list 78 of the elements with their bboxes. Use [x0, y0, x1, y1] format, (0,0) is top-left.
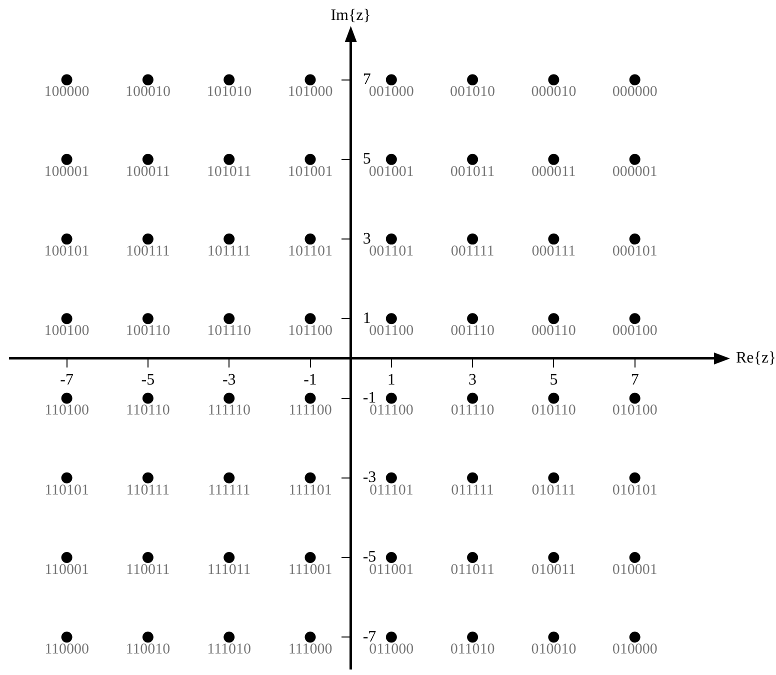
annotation: 001001 — [368, 164, 414, 180]
annotation: 000111 — [532, 243, 576, 260]
y-axis-title: Im{z} — [330, 7, 371, 24]
x-tick-label: -3 — [222, 371, 236, 388]
annotation: 110110 — [126, 402, 170, 419]
annotation: 010001 — [612, 562, 658, 578]
annotation: 110100 — [44, 402, 90, 419]
annotation: 111010 — [207, 642, 252, 658]
y-tick-label: 1 — [362, 310, 371, 327]
annotation: 101000 — [288, 84, 333, 100]
annotation: 001111 — [450, 243, 494, 260]
annotation: 011000 — [369, 642, 414, 658]
annotation: 110010 — [126, 642, 170, 658]
annotation: 101010 — [206, 84, 252, 100]
x-axis-title: Re{z} — [736, 350, 776, 367]
annotation: 000011 — [531, 164, 576, 180]
annotation: 010010 — [531, 642, 576, 658]
annotation: 101101 — [288, 243, 332, 260]
annotation: 011101 — [369, 482, 414, 498]
annotation: 011111 — [451, 482, 494, 498]
annotation: 100101 — [44, 243, 90, 260]
annotation: 000010 — [531, 84, 576, 100]
annotation: 111100 — [288, 402, 332, 419]
annotation: 100110 — [126, 323, 170, 340]
annotation: 000001 — [612, 164, 658, 180]
annotation: 011011 — [450, 562, 494, 578]
annotation: 010110 — [531, 402, 576, 419]
x-tick-label: 1 — [387, 371, 396, 388]
annotation: 010101 — [612, 482, 658, 498]
annotation: 110011 — [126, 562, 170, 578]
annotation: 010111 — [532, 482, 576, 498]
annotation: 101100 — [288, 323, 332, 340]
annotation: 110001 — [44, 562, 90, 578]
x-tick-label: -7 — [60, 371, 74, 388]
annotation: 001101 — [369, 243, 414, 260]
annotation: 001000 — [368, 84, 414, 100]
annotation: 111111 — [208, 482, 250, 498]
annotation: 011100 — [369, 402, 414, 419]
annotation: 000000 — [612, 84, 658, 100]
x-tick-label: 3 — [468, 371, 477, 388]
annotation: 111011 — [207, 562, 251, 578]
y-tick-label: 3 — [362, 230, 371, 248]
annotation: 000110 — [531, 323, 576, 340]
annotation: 000100 — [612, 323, 658, 340]
annotation: 011001 — [369, 562, 414, 578]
annotation: 101001 — [288, 164, 333, 180]
annotation: 001100 — [369, 323, 414, 340]
annotation: 011110 — [450, 402, 494, 419]
annotation: 110000 — [44, 642, 90, 658]
annotation: 110111 — [126, 482, 170, 498]
annotation: 010000 — [612, 642, 658, 658]
x-tick-label: 5 — [550, 371, 558, 388]
annotation: 111110 — [208, 402, 250, 419]
x-tick-label: -5 — [141, 371, 155, 388]
annotation: 101111 — [207, 243, 251, 260]
annotation: 111001 — [288, 562, 332, 578]
annotation: 111000 — [288, 642, 332, 658]
annotation: 001110 — [450, 323, 494, 340]
annotation: 011010 — [450, 642, 495, 658]
annotation: 111101 — [288, 482, 332, 498]
annotation: 100000 — [44, 84, 90, 100]
x-tick-label: -1 — [304, 371, 317, 388]
annotation: 010100 — [612, 402, 658, 419]
annotation: 100111 — [126, 243, 170, 260]
annotation: 001010 — [450, 84, 496, 100]
annotation: 001011 — [450, 164, 495, 180]
annotation: 101011 — [206, 164, 252, 180]
annotation: 010011 — [531, 562, 576, 578]
annotation: 000101 — [612, 243, 658, 260]
annotation: 100100 — [44, 323, 90, 340]
y-tick-label: 5 — [362, 150, 371, 168]
annotation: 100011 — [126, 164, 170, 180]
annotation: 101110 — [207, 323, 252, 340]
x-tick-label: 7 — [630, 371, 639, 388]
annotation: 110101 — [44, 482, 90, 498]
annotation: 100001 — [44, 164, 90, 180]
y-tick-label: 7 — [362, 71, 371, 88]
annotation: 100010 — [125, 84, 170, 100]
